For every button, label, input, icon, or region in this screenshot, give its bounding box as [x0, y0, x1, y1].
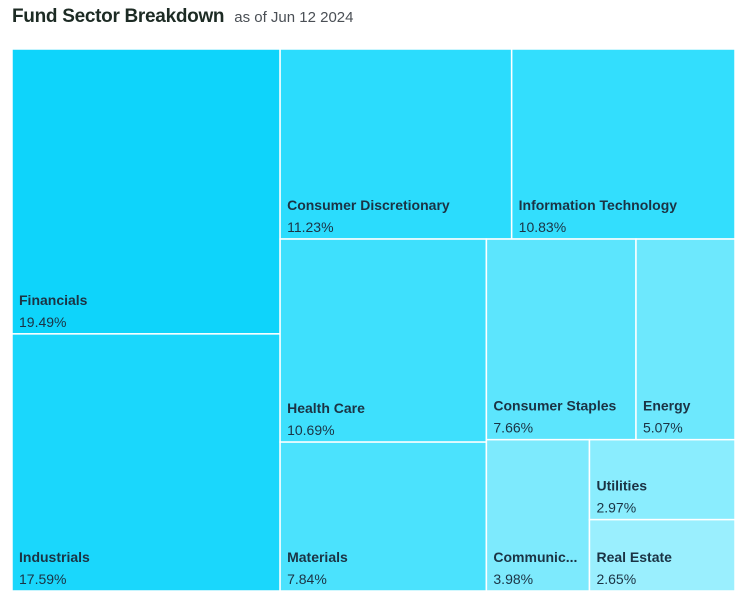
header: Fund Sector Breakdown as of Jun 12 2024 — [12, 6, 354, 28]
cell-value: 11.23% — [287, 219, 333, 235]
cell-value: 7.66% — [493, 420, 533, 436]
cell-value: 7.84% — [287, 571, 327, 587]
treemap-cell — [485, 238, 637, 441]
cell-label: Information Technology — [519, 197, 678, 213]
cell-label: Energy — [643, 398, 691, 414]
cell-value: 5.07% — [643, 420, 683, 436]
treemap-cell — [11, 48, 281, 335]
treemap-cell — [510, 48, 736, 240]
cell-value: 10.69% — [287, 422, 334, 438]
treemap-cell — [588, 518, 736, 592]
cell-value: 10.83% — [519, 219, 566, 235]
treemap-cell — [485, 438, 591, 592]
cell-value: 2.65% — [596, 571, 636, 587]
cell-value: 2.97% — [596, 500, 636, 516]
cell-label: Utilities — [596, 478, 647, 494]
cell-label: Industrials — [19, 549, 90, 565]
cell-label: Materials — [287, 549, 348, 565]
cell-label: Health Care — [287, 400, 365, 416]
cell-label: Real Estate — [596, 549, 672, 565]
cell-label: Communic... — [493, 549, 577, 565]
treemap-cell — [279, 441, 488, 592]
chart-subtitle: as of Jun 12 2024 — [234, 9, 354, 26]
cell-value: 17.59% — [19, 571, 66, 587]
cell-label: Financials — [19, 292, 88, 308]
cell-value: 3.98% — [493, 571, 533, 587]
treemap-cell — [279, 48, 513, 240]
chart-title: Fund Sector Breakdown — [12, 6, 225, 27]
treemap-cell — [279, 238, 488, 443]
cell-label: Consumer Discretionary — [287, 197, 450, 213]
cell-value: 19.49% — [19, 314, 66, 330]
cell-label: Consumer Staples — [493, 398, 616, 414]
